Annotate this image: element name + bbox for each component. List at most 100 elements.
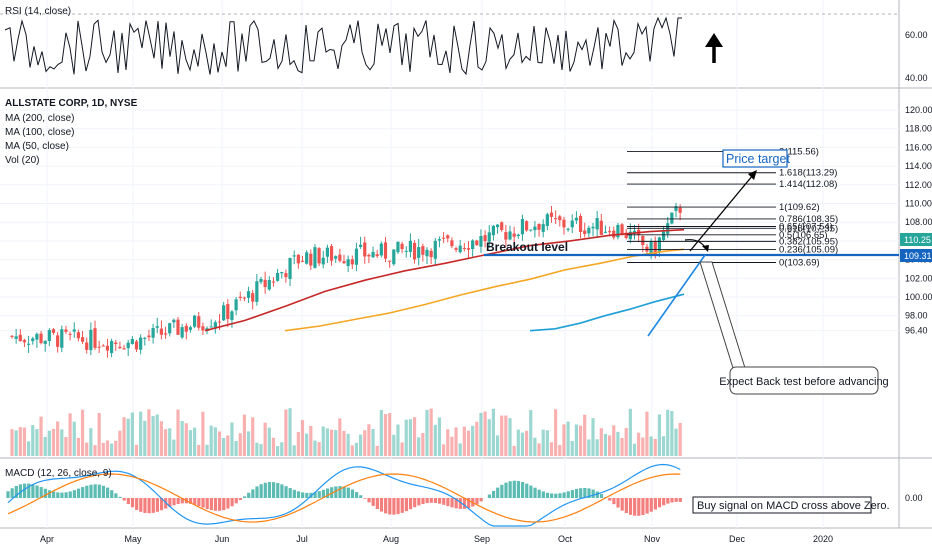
candle-body xyxy=(383,242,388,259)
candle-body xyxy=(60,329,64,348)
candle-body xyxy=(562,219,566,228)
candle-body xyxy=(317,248,321,264)
volume-bar xyxy=(184,423,188,456)
target-arrow-line[interactable] xyxy=(689,174,754,252)
time-tick-label: Apr xyxy=(40,534,54,544)
fibonacci-levels[interactable]: 2(115.56) 1.618(113.29)1.414(112.08) 1(109… xyxy=(627,147,838,269)
candle-body xyxy=(313,247,317,268)
volume-bar xyxy=(35,429,39,456)
macd-bar xyxy=(633,498,637,516)
candle-body xyxy=(491,225,495,236)
candle-body xyxy=(558,216,562,221)
macd-bar xyxy=(76,488,81,498)
volume-bar xyxy=(516,429,520,456)
fib-level-label: 0.786(108.35) xyxy=(779,214,838,225)
macd-bar xyxy=(6,491,10,498)
price-tick-label: 98.00 xyxy=(905,311,928,321)
macd-bar xyxy=(512,480,516,498)
macd-bar xyxy=(159,498,164,511)
backtest-callout-box[interactable] xyxy=(729,366,879,395)
time-tick-label: Nov xyxy=(644,534,661,544)
macd-bar xyxy=(616,498,620,508)
macd-bar xyxy=(350,489,355,498)
candle-body xyxy=(616,224,620,238)
macd-bar xyxy=(562,492,566,498)
macd-bar xyxy=(346,487,350,498)
macd-bar xyxy=(413,498,417,508)
macd-note-box[interactable] xyxy=(692,496,872,514)
volume-bar xyxy=(346,433,350,456)
volume-bar xyxy=(105,440,110,456)
time-tick-label: May xyxy=(124,534,142,544)
macd-bar xyxy=(496,487,500,498)
volume-bar xyxy=(309,425,313,456)
volume-bar xyxy=(197,444,201,456)
trend-line[interactable] xyxy=(647,254,706,337)
macd-bar xyxy=(56,492,60,498)
volume-bar xyxy=(471,425,475,456)
macd-bar xyxy=(338,486,342,498)
volume-bar xyxy=(217,431,222,456)
volume-bar xyxy=(624,427,628,456)
price-tick-label: 100.00 xyxy=(905,292,932,302)
fib-level-label: 0.236(105.09) xyxy=(779,244,838,255)
candle-body xyxy=(93,328,97,348)
candle-body xyxy=(276,272,280,281)
candle-body xyxy=(400,243,404,250)
candle-body xyxy=(143,337,147,339)
macd-bar xyxy=(550,493,554,498)
candle-body xyxy=(159,328,163,335)
candle-body xyxy=(404,250,408,252)
macd-bar xyxy=(130,498,135,508)
macd-bar xyxy=(554,493,558,498)
candle-body xyxy=(495,224,500,228)
volume-bar xyxy=(143,420,147,456)
volume-bar xyxy=(404,419,408,456)
volume-bar xyxy=(450,436,454,456)
volume-bar xyxy=(85,442,89,456)
macd-bar xyxy=(491,490,496,498)
macd-bar xyxy=(39,487,43,498)
volume-bar xyxy=(284,409,288,456)
macd-bar xyxy=(106,487,110,498)
fib-level-label: 1.414(112.08) xyxy=(779,179,837,190)
macd-bar xyxy=(608,498,612,501)
macd-bar xyxy=(97,484,101,498)
volume-bar xyxy=(641,437,645,456)
volume-bar xyxy=(545,430,549,456)
volume-bar xyxy=(31,425,35,456)
candle-body xyxy=(649,241,653,255)
volume-bar xyxy=(255,442,259,456)
candle-body xyxy=(47,330,51,342)
candle-body xyxy=(114,342,118,345)
volume-bar xyxy=(462,426,466,456)
candle-body xyxy=(251,293,255,302)
macd-bar xyxy=(222,498,226,511)
macd-bar xyxy=(43,488,47,498)
ma-50-line xyxy=(204,228,685,332)
volume-bar xyxy=(271,437,276,456)
macd-bar xyxy=(301,492,305,498)
macd-bar xyxy=(359,495,363,498)
price-target-box[interactable] xyxy=(722,149,788,168)
volume-bar xyxy=(525,430,529,456)
macd-bar xyxy=(238,498,242,500)
candle-body xyxy=(512,233,516,237)
volume-bar xyxy=(126,418,130,456)
time-axis[interactable]: Apr May Jun Jul Aug Sep Oct Nov Dec 2020 xyxy=(40,534,833,544)
candle-body xyxy=(280,271,284,274)
candle-body xyxy=(346,259,350,266)
time-tick-label: Jun xyxy=(215,534,230,544)
price-tick-label: 108.00 xyxy=(905,217,932,227)
volume-bar xyxy=(14,430,18,456)
volume-bar xyxy=(89,428,93,456)
volume-bar xyxy=(400,442,404,456)
macd-bar xyxy=(537,489,541,498)
volume-bar xyxy=(209,425,213,456)
candle-body xyxy=(545,214,549,226)
macd-bar xyxy=(363,498,367,499)
macd-label: MACD (12, 26, close, 9) xyxy=(5,468,112,479)
candle-body xyxy=(22,340,27,343)
candle-body xyxy=(375,254,379,257)
macd-bar xyxy=(23,483,27,498)
